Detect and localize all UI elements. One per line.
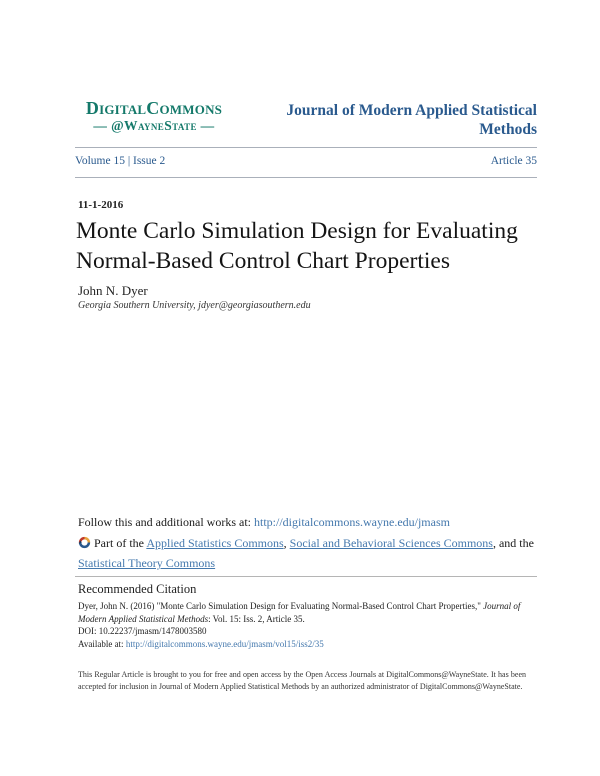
logo-line2: — @WayneState — bbox=[93, 118, 215, 133]
header-divider-bottom bbox=[75, 177, 537, 178]
author-name: John N. Dyer bbox=[78, 283, 148, 298]
article-title: Monte Carlo Simulation Design for Evalua… bbox=[76, 216, 546, 276]
part-of-sep1: , bbox=[283, 536, 290, 550]
citation-text-start: Dyer, John N. (2016) "Monte Carlo Simula… bbox=[78, 601, 484, 611]
follow-works-line: Follow this and additional works at: htt… bbox=[78, 515, 450, 530]
publication-date: 11-1-2016 bbox=[78, 199, 124, 211]
follow-works-label: Follow this and additional works at: bbox=[78, 515, 254, 529]
part-of-prefix: Part of the bbox=[94, 536, 147, 550]
logo-line1: DigitalCommons bbox=[85, 98, 223, 118]
volume-issue: Volume 15 | Issue 2 bbox=[75, 155, 166, 167]
article-number: Article 35 bbox=[490, 155, 537, 167]
commons-link-social-behavioral[interactable]: Social and Behavioral Sciences Commons bbox=[289, 536, 493, 550]
citation-journal-italic: Journal of Modern Applied Statistical Me… bbox=[78, 601, 521, 624]
open-access-footer-note: This Regular Article is brought to you f… bbox=[78, 670, 526, 691]
author-affiliation: Georgia Southern University, jdyer@georg… bbox=[78, 300, 311, 311]
part-of-sep2: , and the bbox=[492, 536, 534, 550]
citation-available-line: Available at: http://digitalcommons.wayn… bbox=[78, 638, 543, 651]
volume-issue-row: Volume 15 | Issue 2 Article 35 bbox=[75, 155, 537, 167]
follow-works-link[interactable]: http://digitalcommons.wayne.edu/jmasm bbox=[254, 515, 450, 529]
citation-block: Dyer, John N. (2016) "Monte Carlo Simula… bbox=[78, 600, 543, 650]
header-divider-top bbox=[75, 147, 537, 148]
commons-link-applied-statistics[interactable]: Applied Statistics Commons bbox=[146, 536, 284, 550]
available-at-label: Available at: bbox=[78, 638, 126, 649]
network-commons-icon bbox=[78, 536, 91, 554]
journal-title: Journal of Modern Applied Statistical Me… bbox=[286, 102, 537, 138]
part-of-section: Part of the Applied Statistics Commons , … bbox=[78, 534, 540, 572]
citation-divider bbox=[75, 576, 537, 577]
available-at-link[interactable]: http://digitalcommons.wayne.edu/jmasm/vo… bbox=[125, 638, 324, 649]
commons-link-statistical-theory[interactable]: Statistical Theory Commons bbox=[78, 556, 216, 570]
digitalcommons-logo: DigitalCommons — @WayneState — bbox=[78, 98, 230, 133]
article-title-line2: Normal-Based Control Chart Properties bbox=[76, 248, 450, 274]
citation-doi: DOI: 10.22237/jmasm/1478003580 bbox=[78, 626, 207, 636]
article-title-line1: Monte Carlo Simulation Design for Evalua… bbox=[76, 218, 518, 244]
citation-text-end: : Vol. 15: Iss. 2, Article 35. bbox=[208, 613, 305, 624]
recommended-citation-heading: Recommended Citation bbox=[78, 582, 197, 596]
